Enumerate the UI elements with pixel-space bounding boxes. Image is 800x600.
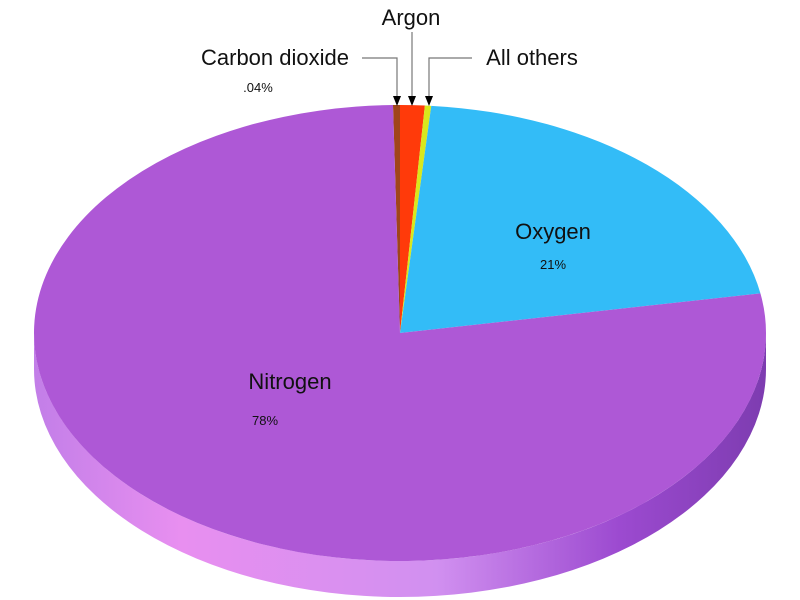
carbon-dioxide-label: Carbon dioxide — [201, 45, 349, 70]
nitrogen-label: Nitrogen — [248, 369, 331, 394]
pie-slice-all-others — [400, 105, 432, 333]
all-others-leader-line — [428, 57, 472, 104]
pie-slice-argon — [400, 105, 425, 333]
pie-slice-nitrogen — [33, 105, 766, 561]
carbon-dioxide-leader-line — [362, 57, 398, 104]
nitrogen-value-label: 78% — [252, 413, 278, 428]
carbon-dioxide-value-label: .04% — [243, 80, 273, 95]
pie-slice-carbon-dioxide — [392, 105, 400, 333]
pie-side-wall — [34, 333, 766, 597]
all-others-arrow-icon — [425, 96, 433, 106]
all-others-label: All others — [486, 45, 578, 70]
pie-slice-oxygen — [400, 105, 761, 333]
oxygen-label: Oxygen — [515, 219, 591, 244]
oxygen-value-label: 21% — [540, 257, 566, 272]
argon-label: Argon — [382, 5, 441, 30]
carbon-dioxide-arrow-icon — [393, 96, 401, 106]
argon-arrow-icon — [408, 96, 416, 106]
